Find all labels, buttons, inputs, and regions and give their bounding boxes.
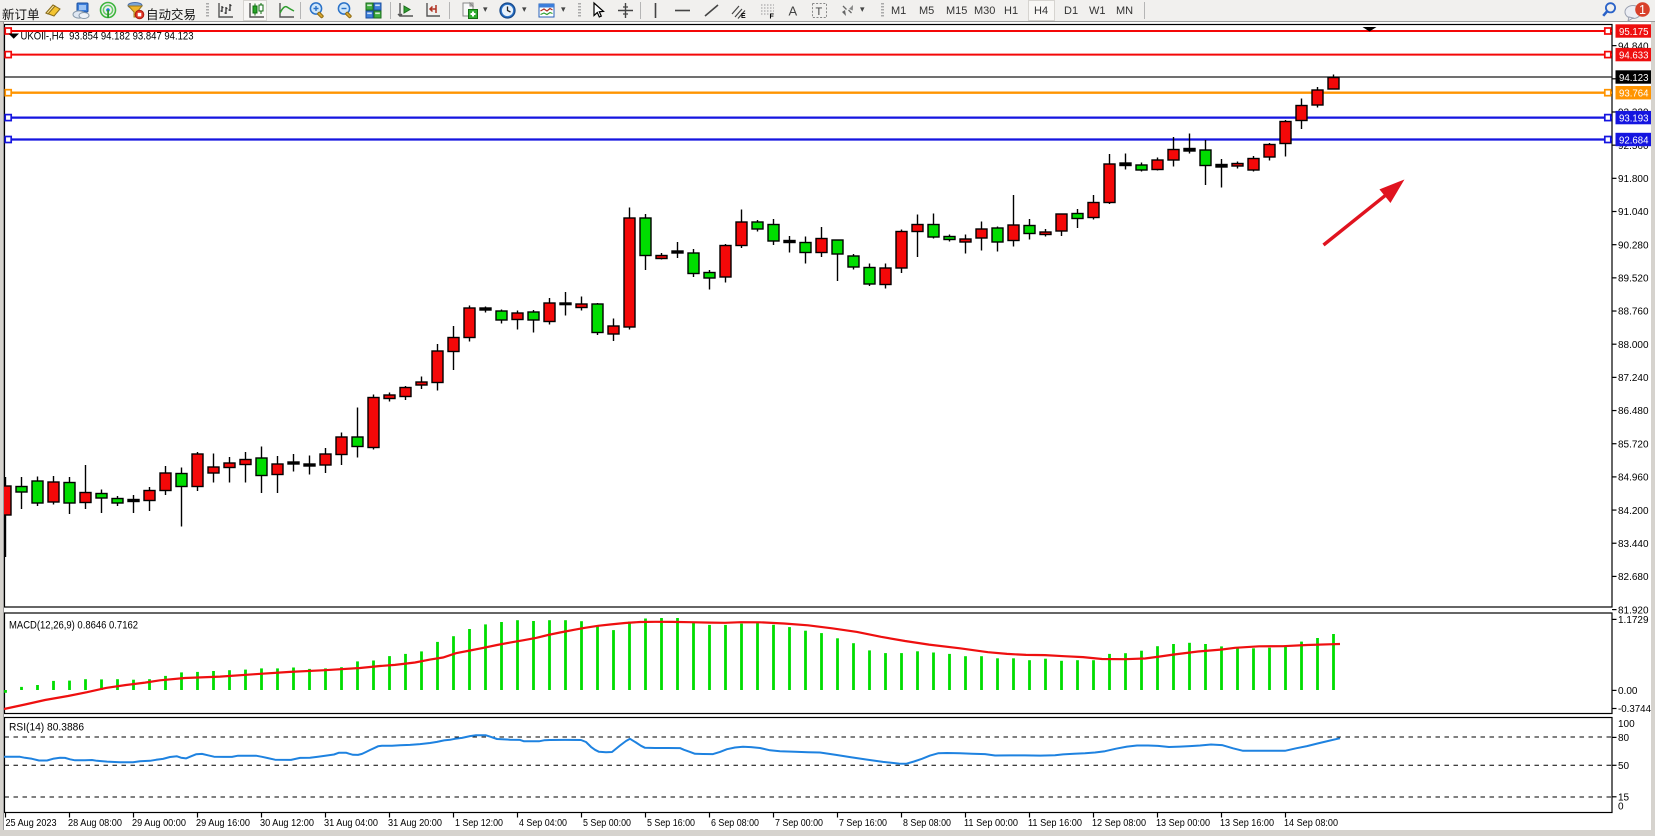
- svg-text:29 Aug 16:00: 29 Aug 16:00: [196, 818, 250, 829]
- svg-text:1.1729: 1.1729: [1618, 615, 1649, 626]
- svg-text:100: 100: [1618, 719, 1635, 730]
- svg-text:MACD(12,26,9) 0.8646 0.7162: MACD(12,26,9) 0.8646 0.7162: [9, 620, 138, 632]
- svg-text:92.684: 92.684: [1619, 136, 1649, 147]
- svg-text:91.040: 91.040: [1618, 207, 1649, 218]
- svg-text:14 Sep 08:00: 14 Sep 08:00: [1284, 818, 1338, 829]
- svg-text:82.680: 82.680: [1618, 572, 1649, 583]
- svg-text:4 Sep 04:00: 4 Sep 04:00: [519, 818, 567, 829]
- svg-text:30 Aug 12:00: 30 Aug 12:00: [260, 818, 314, 829]
- svg-text:85.720: 85.720: [1618, 439, 1649, 450]
- svg-text:31 Aug 04:00: 31 Aug 04:00: [324, 818, 378, 829]
- svg-text:13 Sep 16:00: 13 Sep 16:00: [1220, 818, 1274, 829]
- svg-text:8 Sep 08:00: 8 Sep 08:00: [903, 818, 951, 829]
- svg-text:94.123: 94.123: [1619, 73, 1649, 84]
- svg-text:5 Sep 00:00: 5 Sep 00:00: [583, 818, 631, 829]
- svg-text:25 Aug 2023: 25 Aug 2023: [6, 818, 57, 829]
- svg-text:95.175: 95.175: [1619, 27, 1649, 38]
- svg-text:28 Aug 08:00: 28 Aug 08:00: [68, 818, 122, 829]
- svg-text:93.193: 93.193: [1619, 114, 1649, 125]
- svg-text:5 Sep 16:00: 5 Sep 16:00: [647, 818, 695, 829]
- svg-text:90.280: 90.280: [1618, 240, 1649, 251]
- svg-text:15: 15: [1618, 793, 1630, 804]
- svg-text:RSI(14) 80.3886: RSI(14) 80.3886: [9, 722, 84, 734]
- svg-text:31 Aug 20:00: 31 Aug 20:00: [388, 818, 442, 829]
- svg-text:1 Sep 12:00: 1 Sep 12:00: [455, 818, 503, 829]
- svg-text:94.840: 94.840: [1618, 41, 1649, 52]
- svg-text:F: F: [770, 14, 775, 21]
- svg-text:91.800: 91.800: [1618, 174, 1649, 185]
- svg-text:93.764: 93.764: [1619, 89, 1649, 100]
- svg-text:11 Sep 16:00: 11 Sep 16:00: [1028, 818, 1082, 829]
- svg-text:1: 1: [1639, 3, 1646, 17]
- svg-text:0: 0: [1618, 802, 1624, 813]
- svg-text:50: 50: [1618, 761, 1630, 772]
- svg-text:T: T: [816, 6, 823, 18]
- svg-text:12 Sep 08:00: 12 Sep 08:00: [1092, 818, 1146, 829]
- svg-text:A: A: [789, 4, 798, 19]
- svg-text:80: 80: [1618, 733, 1630, 744]
- svg-text:7 Sep 16:00: 7 Sep 16:00: [839, 818, 887, 829]
- svg-text:E: E: [741, 13, 746, 20]
- svg-text:6 Sep 08:00: 6 Sep 08:00: [711, 818, 759, 829]
- svg-text:UKOIl-,H4 93.854 94.182 93.84: UKOIl-,H4 93.854 94.182 93.847 94.123: [21, 31, 194, 43]
- svg-text:84.960: 84.960: [1618, 473, 1649, 484]
- svg-text:84.200: 84.200: [1618, 506, 1649, 517]
- svg-text:7 Sep 00:00: 7 Sep 00:00: [775, 818, 823, 829]
- svg-text:11 Sep 00:00: 11 Sep 00:00: [964, 818, 1018, 829]
- svg-text:89.520: 89.520: [1618, 274, 1649, 285]
- svg-text:86.480: 86.480: [1618, 406, 1649, 417]
- svg-text:94.633: 94.633: [1619, 51, 1649, 62]
- svg-text:88.000: 88.000: [1618, 340, 1649, 351]
- svg-text:87.240: 87.240: [1618, 373, 1649, 384]
- svg-text:0.00: 0.00: [1618, 686, 1638, 697]
- svg-text:13 Sep 00:00: 13 Sep 00:00: [1156, 818, 1210, 829]
- svg-text:92.560: 92.560: [1618, 141, 1649, 152]
- svg-text:29 Aug 00:00: 29 Aug 00:00: [132, 818, 186, 829]
- svg-text:88.760: 88.760: [1618, 307, 1649, 318]
- svg-text:83.440: 83.440: [1618, 539, 1649, 550]
- svg-text:81.920: 81.920: [1618, 605, 1649, 616]
- svg-text:-0.3744: -0.3744: [1618, 704, 1651, 715]
